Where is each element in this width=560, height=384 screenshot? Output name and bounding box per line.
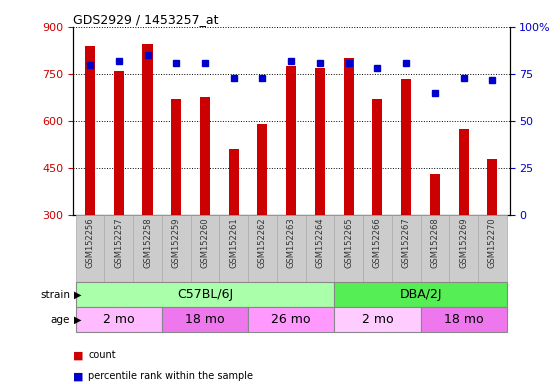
Bar bbox=[258, 124, 268, 215]
Bar bbox=[85, 46, 95, 215]
Text: C57BL/6J: C57BL/6J bbox=[177, 288, 233, 301]
Bar bbox=[401, 79, 411, 215]
Text: GSM152263: GSM152263 bbox=[287, 217, 296, 268]
Bar bbox=[478, 215, 507, 282]
Bar bbox=[277, 215, 306, 282]
Text: 18 mo: 18 mo bbox=[444, 313, 483, 326]
Bar bbox=[334, 307, 421, 332]
Text: ■: ■ bbox=[73, 371, 83, 381]
Bar bbox=[200, 98, 210, 215]
Bar bbox=[334, 282, 507, 307]
Text: GSM152266: GSM152266 bbox=[373, 217, 382, 268]
Bar bbox=[430, 174, 440, 215]
Bar bbox=[162, 215, 190, 282]
Text: GSM152267: GSM152267 bbox=[402, 217, 410, 268]
Text: GSM152260: GSM152260 bbox=[200, 217, 209, 268]
Text: percentile rank within the sample: percentile rank within the sample bbox=[88, 371, 254, 381]
Bar bbox=[487, 159, 497, 215]
Text: 18 mo: 18 mo bbox=[185, 313, 225, 326]
Bar bbox=[344, 58, 354, 215]
Bar bbox=[114, 71, 124, 215]
Text: GSM152258: GSM152258 bbox=[143, 217, 152, 268]
Text: 2 mo: 2 mo bbox=[103, 313, 134, 326]
Bar bbox=[76, 215, 104, 282]
Bar bbox=[459, 129, 469, 215]
Bar bbox=[315, 68, 325, 215]
Text: GSM152269: GSM152269 bbox=[459, 217, 468, 268]
Text: GSM152261: GSM152261 bbox=[229, 217, 238, 268]
Text: DBA/2J: DBA/2J bbox=[399, 288, 442, 301]
Bar bbox=[228, 149, 239, 215]
Text: GSM152259: GSM152259 bbox=[172, 217, 181, 268]
Bar bbox=[286, 66, 296, 215]
Text: count: count bbox=[88, 350, 116, 360]
Bar bbox=[76, 282, 334, 307]
Text: GSM152262: GSM152262 bbox=[258, 217, 267, 268]
Text: GDS2929 / 1453257_at: GDS2929 / 1453257_at bbox=[73, 13, 218, 26]
Bar bbox=[421, 215, 449, 282]
Bar bbox=[76, 307, 162, 332]
Bar bbox=[421, 307, 507, 332]
Bar bbox=[449, 215, 478, 282]
Bar bbox=[392, 215, 421, 282]
Text: GSM152268: GSM152268 bbox=[431, 217, 440, 268]
Text: strain: strain bbox=[40, 290, 70, 300]
Text: GSM152265: GSM152265 bbox=[344, 217, 353, 268]
Text: 2 mo: 2 mo bbox=[362, 313, 393, 326]
Text: GSM152257: GSM152257 bbox=[114, 217, 123, 268]
Text: GSM152264: GSM152264 bbox=[315, 217, 324, 268]
Bar bbox=[104, 215, 133, 282]
Bar bbox=[363, 215, 392, 282]
Text: 26 mo: 26 mo bbox=[272, 313, 311, 326]
Text: ▶: ▶ bbox=[74, 314, 81, 325]
Bar bbox=[133, 215, 162, 282]
Bar bbox=[142, 44, 152, 215]
Text: age: age bbox=[50, 314, 70, 325]
Bar bbox=[372, 99, 382, 215]
Bar bbox=[162, 307, 248, 332]
Bar bbox=[334, 215, 363, 282]
Bar bbox=[248, 215, 277, 282]
Bar bbox=[190, 215, 220, 282]
Bar bbox=[220, 215, 248, 282]
Bar bbox=[306, 215, 334, 282]
Bar bbox=[248, 307, 334, 332]
Text: GSM152270: GSM152270 bbox=[488, 217, 497, 268]
Text: GSM152256: GSM152256 bbox=[86, 217, 95, 268]
Text: ▶: ▶ bbox=[74, 290, 81, 300]
Bar bbox=[171, 99, 181, 215]
Text: ■: ■ bbox=[73, 350, 83, 360]
